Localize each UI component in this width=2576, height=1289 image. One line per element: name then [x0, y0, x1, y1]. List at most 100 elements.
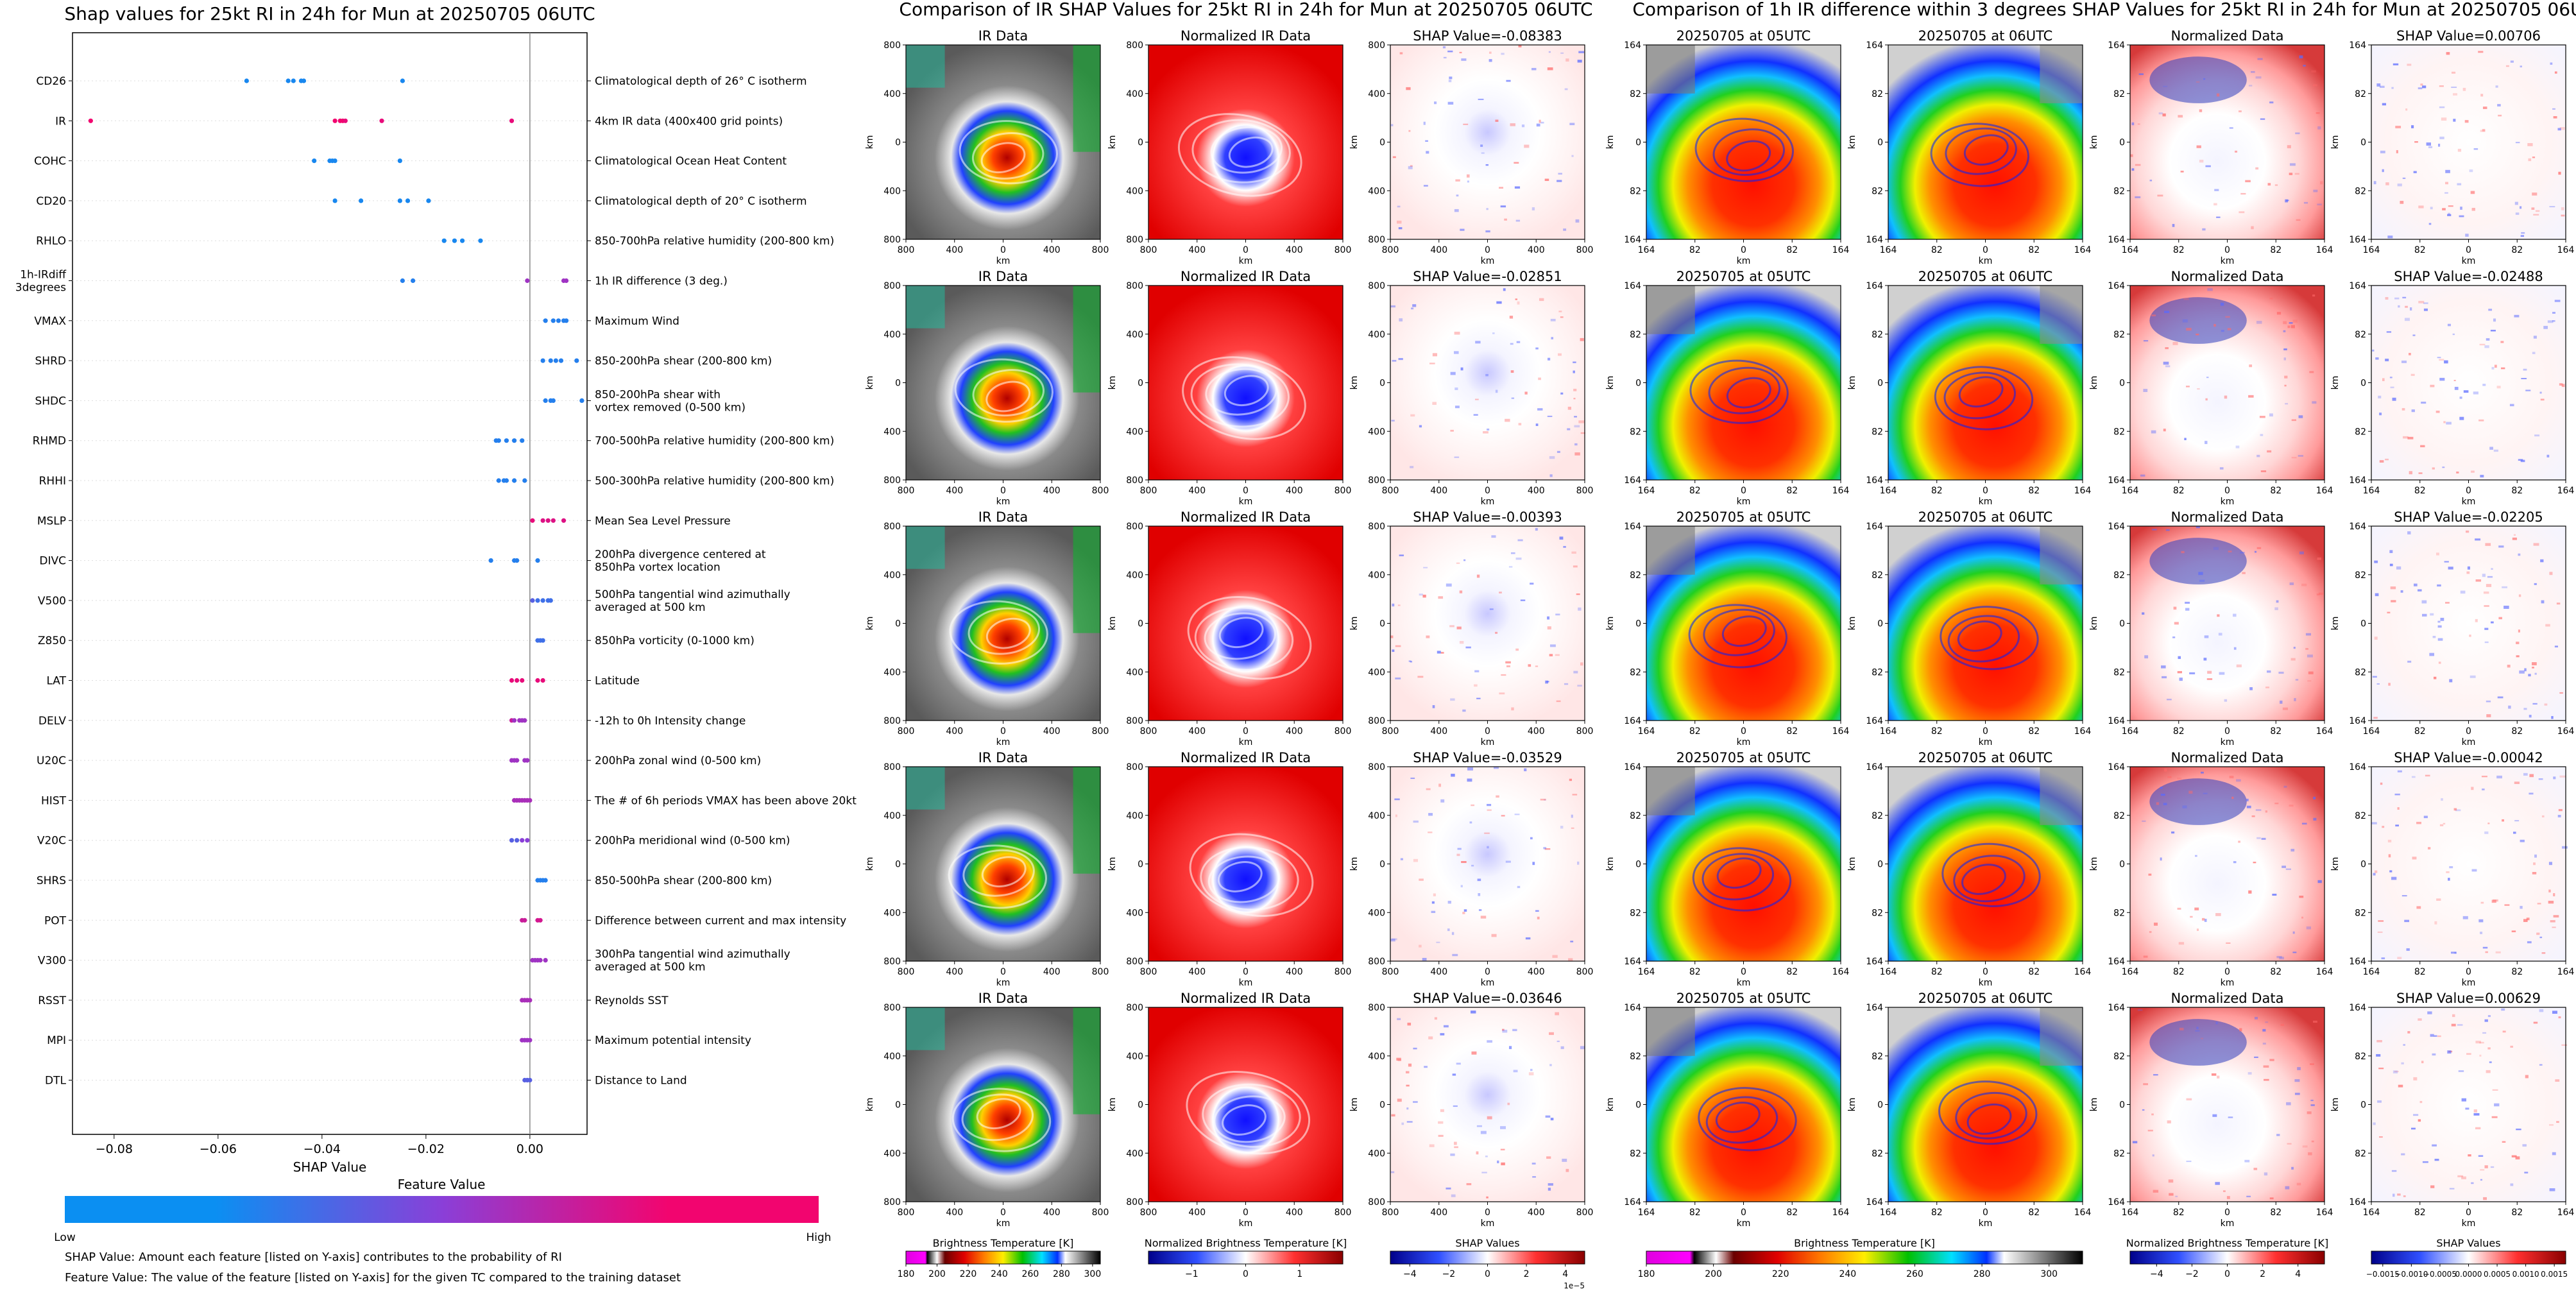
x-tick-label: 82	[2173, 726, 2185, 737]
shap-speckle	[2388, 854, 2391, 858]
shap-speckle	[2442, 466, 2445, 468]
shap-speckle	[2444, 561, 2449, 563]
shap-speckle	[2541, 815, 2545, 817]
y-tick-label: 800	[1126, 475, 1143, 486]
shap-speckle	[1500, 1148, 1505, 1150]
x-tick-label: 164	[2316, 967, 2333, 977]
shap-speckle	[2439, 824, 2444, 826]
shap-speckle	[1401, 1122, 1404, 1125]
shap-speckle	[2196, 81, 2200, 83]
shap-speckle	[1459, 640, 1464, 644]
x-tick-label: 82	[2511, 245, 2523, 255]
shap-speckle	[2523, 368, 2527, 371]
shap-speckle	[2478, 1155, 2484, 1157]
shap-speckle	[2138, 73, 2144, 75]
x-tick-label: 82	[1931, 486, 1943, 496]
shap-speckle	[2151, 430, 2156, 434]
shap-speckle	[2317, 203, 2322, 206]
data-point	[540, 518, 545, 523]
x-tick-label: 0	[1741, 967, 1746, 977]
y-tick-label: 82	[1630, 330, 1641, 340]
series-DTL	[522, 1077, 533, 1083]
shap-speckle	[1406, 1084, 1410, 1087]
shap-speckle	[2556, 602, 2561, 605]
shap-speckle	[2305, 633, 2312, 636]
shap-speckle	[1471, 1011, 1476, 1014]
image-panel: 20250705 at 06UTC1641648282008282164164k…	[1847, 991, 2091, 1229]
shap-speckle	[2422, 613, 2427, 617]
shap-speckle	[2372, 676, 2377, 678]
series-COHC	[312, 158, 402, 164]
shap-speckle	[1406, 87, 1411, 90]
x-tick-label: 800	[1382, 486, 1399, 496]
shap-speckle	[2471, 787, 2474, 790]
shap-speckle	[2379, 85, 2385, 88]
y-tick-label: 82	[1872, 570, 1883, 581]
shap-speckle	[2372, 349, 2375, 352]
shap-speckle	[2529, 792, 2534, 795]
colorbar-tick-label: 300	[1084, 1269, 1102, 1279]
shap-speckle	[1513, 1070, 1518, 1073]
data-point	[530, 598, 535, 603]
shap-speckle	[2429, 653, 2435, 656]
x-tick-label: −0.02	[407, 1142, 445, 1156]
shap-speckle	[1487, 428, 1490, 431]
x-tick-label: 0	[1243, 1208, 1249, 1218]
shap-speckle	[1452, 953, 1458, 957]
y-tick-label: 82	[1872, 811, 1883, 821]
shap-speckle	[2435, 411, 2440, 413]
x-tick-label: 164	[2316, 726, 2333, 737]
shap-speckle	[2524, 1172, 2529, 1174]
shap-speckle	[2447, 323, 2451, 327]
panel-image	[1148, 767, 1343, 961]
data-point	[496, 478, 501, 483]
shap-speckle	[2310, 1104, 2315, 1106]
shap-speckle	[2278, 671, 2284, 674]
x-tick-label: 164	[2363, 726, 2380, 737]
shap-speckle	[2487, 1015, 2491, 1018]
shap-speckle	[2482, 107, 2487, 109]
shap-speckle	[2162, 676, 2167, 679]
shap-speckle	[2561, 846, 2568, 849]
shap-speckle	[1549, 644, 1556, 647]
shap-speckle	[2212, 1114, 2217, 1117]
shap-speckle	[2178, 942, 2185, 945]
shap-speckle	[1573, 670, 1578, 674]
series-CD20	[332, 198, 431, 203]
shap-speckle	[1396, 1057, 1401, 1061]
x-axis-label: km	[2221, 978, 2235, 988]
shap-speckle	[2254, 1056, 2258, 1058]
x-tick-label: 164	[2316, 245, 2333, 255]
data-point	[535, 598, 540, 603]
spiral-band	[1947, 615, 2020, 663]
mid-section-title: Comparison of IR SHAP Values for 25kt RI…	[899, 0, 1592, 20]
shap-speckle	[1466, 174, 1470, 178]
shap-speckle	[1397, 604, 1401, 606]
feature-description-line: Distance to Land	[595, 1075, 687, 1088]
shap-speckle	[1443, 1025, 1449, 1028]
shap-speckle	[2561, 1044, 2568, 1046]
shap-speckle	[2548, 900, 2554, 904]
shap-speckle	[2201, 918, 2205, 921]
shap-speckle	[1548, 51, 1551, 53]
feature-label: VMAX	[34, 315, 66, 328]
shap-speckle	[2547, 320, 2554, 323]
shap-speckle	[2484, 641, 2489, 644]
shap-speckle	[2473, 391, 2478, 395]
shap-speckle	[2409, 307, 2412, 311]
shap-speckle	[2453, 808, 2457, 811]
feature-label-line: V500	[38, 595, 66, 608]
shap-speckle	[2418, 1119, 2421, 1122]
shap-speckle	[1428, 813, 1433, 816]
panel-title: 20250705 at 05UTC	[1676, 28, 1811, 44]
data-point	[515, 558, 520, 563]
shap-speckle	[2374, 560, 2378, 563]
y-tick-label: 800	[1368, 522, 1385, 532]
feature-description-line: 4km IR data (400x400 grid points)	[595, 115, 783, 128]
shap-speckle	[2510, 1183, 2514, 1186]
shap-speckle	[2264, 1079, 2269, 1081]
shap-speckle	[2548, 862, 2553, 866]
shap-speckle	[2403, 436, 2409, 439]
shap-speckle	[2409, 352, 2411, 355]
y-tick-label: 400	[1126, 908, 1143, 918]
